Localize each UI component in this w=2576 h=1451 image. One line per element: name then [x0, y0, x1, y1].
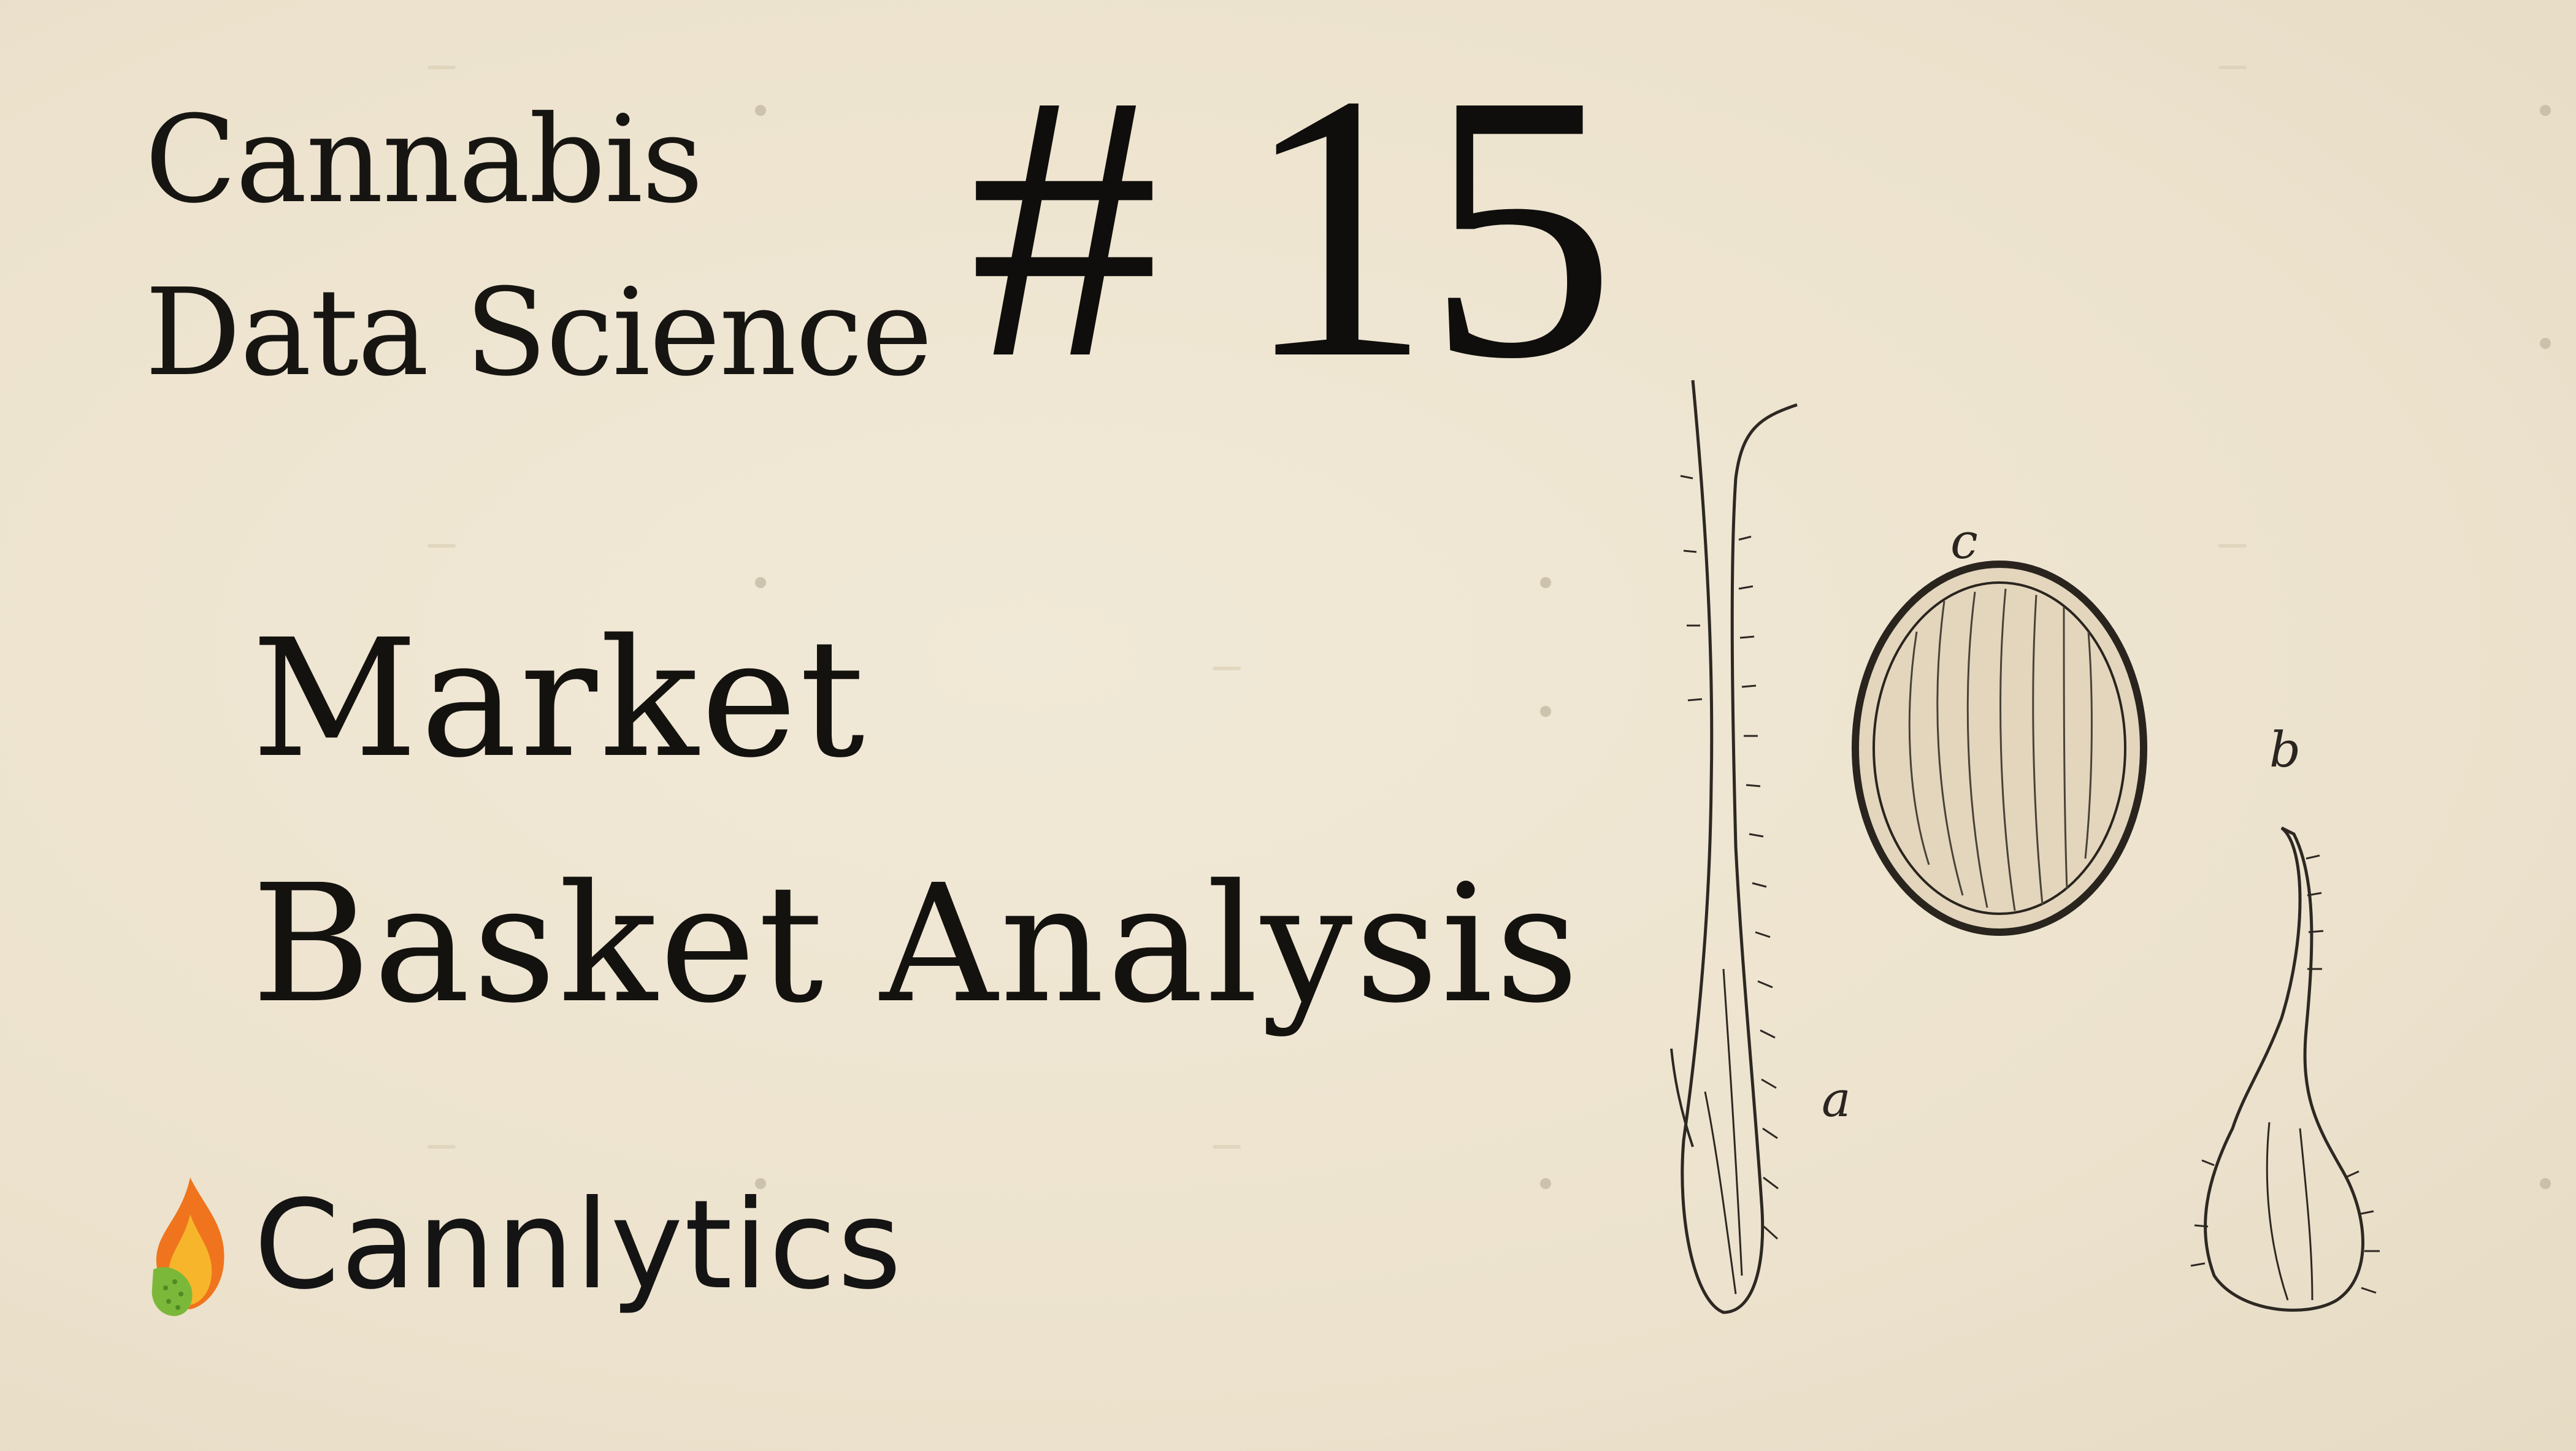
figure-label-c: c	[1950, 513, 1978, 570]
figure-label-b: b	[2269, 721, 2301, 778]
seed-figure-b	[2190, 826, 2380, 1312]
series-title-line1: Cannabis	[145, 90, 703, 230]
seed-figure-c	[1852, 561, 2147, 936]
series-title: Cannabis Data Science	[145, 74, 933, 419]
episode-number: # 15	[969, 17, 1616, 437]
series-title-line2: Data Science	[145, 263, 933, 403]
flame-leaf-icon	[151, 1177, 224, 1316]
topic-title: Market Basket Analysis	[251, 576, 1581, 1067]
topic-title-line1: Market	[251, 605, 867, 794]
bract-figure-a	[1670, 380, 1798, 1314]
topic-title-line2: Basket Analysis	[251, 850, 1582, 1039]
figure-label-a: a	[1822, 1071, 1851, 1128]
brand-name: Cannlytics	[254, 1173, 903, 1317]
brand: Cannlytics	[147, 1165, 903, 1325]
seed-illustration: a c	[1670, 380, 2380, 1314]
